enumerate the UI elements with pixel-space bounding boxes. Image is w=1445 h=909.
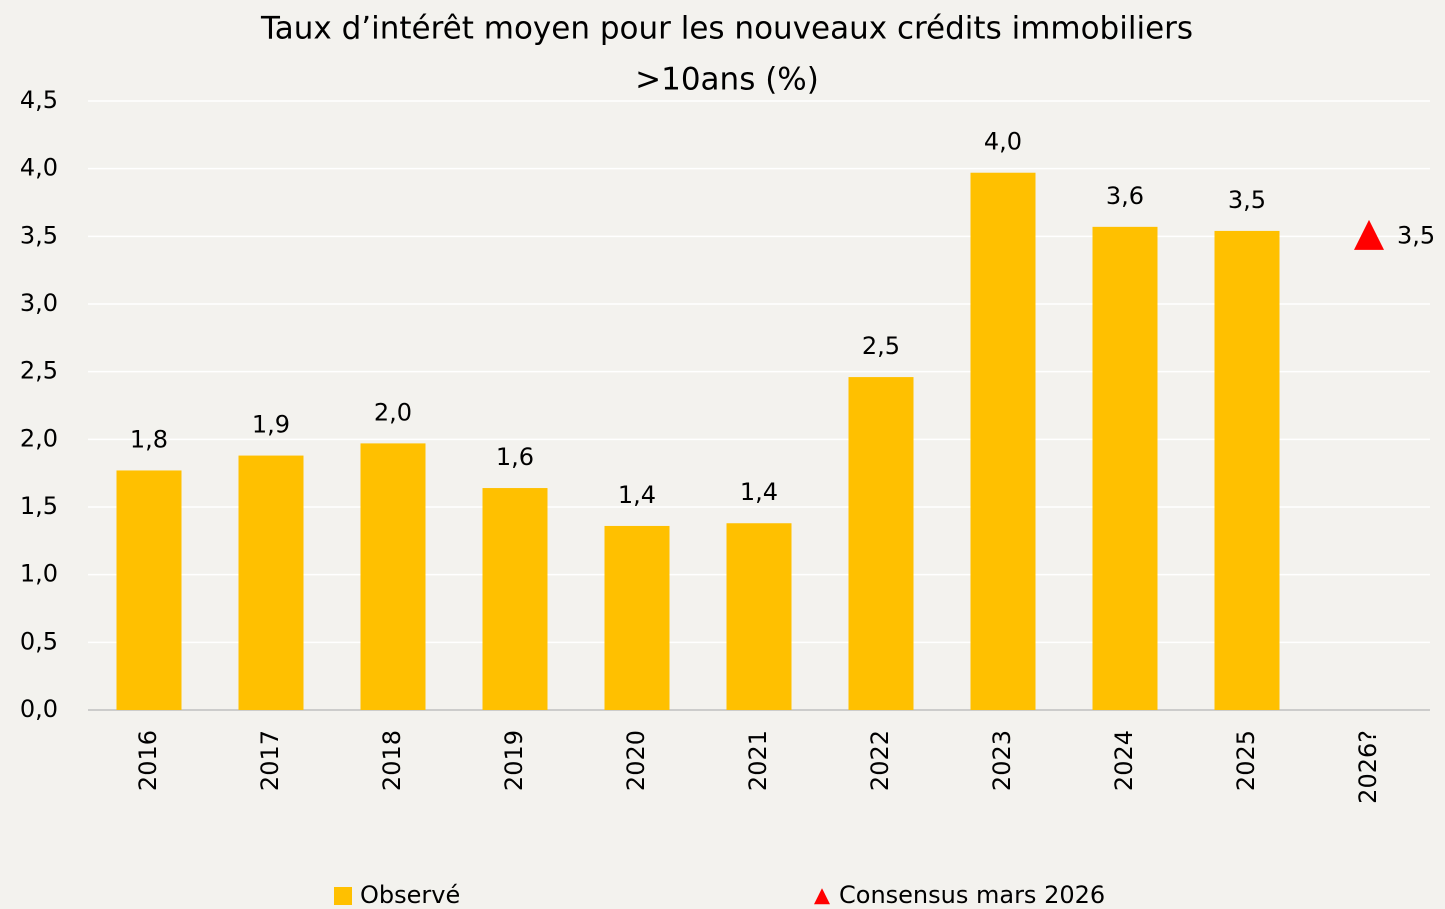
data-label: 2,0 <box>374 398 412 426</box>
data-label: 1,9 <box>252 411 290 439</box>
y-tick-label: 3,5 <box>20 221 58 249</box>
x-tick-label: 2021 <box>744 730 772 791</box>
y-tick-label: 3,0 <box>20 289 58 317</box>
legend-swatch <box>334 887 352 905</box>
data-label: 3,5 <box>1397 221 1435 249</box>
x-tick-label: 2023 <box>988 730 1016 791</box>
data-label: 4,0 <box>984 128 1022 156</box>
x-tick-label: 2017 <box>256 730 284 791</box>
x-tick-label: 2016 <box>134 730 162 791</box>
x-tick-label: 2018 <box>378 730 406 791</box>
y-tick-label: 4,5 <box>20 86 58 114</box>
bar <box>726 523 792 710</box>
data-label: 1,6 <box>496 443 534 471</box>
y-tick-label: 2,0 <box>20 424 58 452</box>
bar <box>482 488 548 710</box>
y-tick-label: 0,5 <box>20 627 58 655</box>
y-tick-label: 4,0 <box>20 154 58 182</box>
x-tick-label: 2026? <box>1354 730 1382 804</box>
marker <box>1354 219 1384 250</box>
x-tick-label: 2020 <box>622 730 650 791</box>
y-tick-label: 1,5 <box>20 492 58 520</box>
bar <box>1092 226 1158 711</box>
bar <box>116 470 182 710</box>
data-label: 2,5 <box>862 332 900 360</box>
bar <box>970 172 1036 710</box>
bar <box>238 455 304 710</box>
y-tick-label: 2,5 <box>20 357 58 385</box>
data-label: 1,8 <box>130 425 168 453</box>
y-tick-label: 0,0 <box>20 695 58 723</box>
chart-title: >10ans (%) <box>635 62 819 98</box>
legend-label: Consensus mars 2026 <box>839 881 1105 909</box>
data-label: 1,4 <box>740 478 778 506</box>
x-tick-label: 2025 <box>1232 730 1260 791</box>
bar <box>1214 230 1280 711</box>
data-label: 3,6 <box>1106 182 1144 210</box>
x-tick-label: 2019 <box>500 730 528 791</box>
legend-swatch <box>814 888 830 905</box>
bar <box>360 443 426 710</box>
bar <box>848 377 914 710</box>
y-tick-label: 1,0 <box>20 560 58 588</box>
bar <box>604 525 670 710</box>
x-tick-label: 2024 <box>1110 730 1138 791</box>
data-label: 3,5 <box>1228 186 1266 214</box>
data-label: 1,4 <box>618 481 656 509</box>
x-tick-label: 2022 <box>866 730 894 791</box>
chart-title: Taux d’intérêt moyen pour les nouveaux c… <box>260 11 1193 47</box>
legend-label: Observé <box>360 881 460 909</box>
